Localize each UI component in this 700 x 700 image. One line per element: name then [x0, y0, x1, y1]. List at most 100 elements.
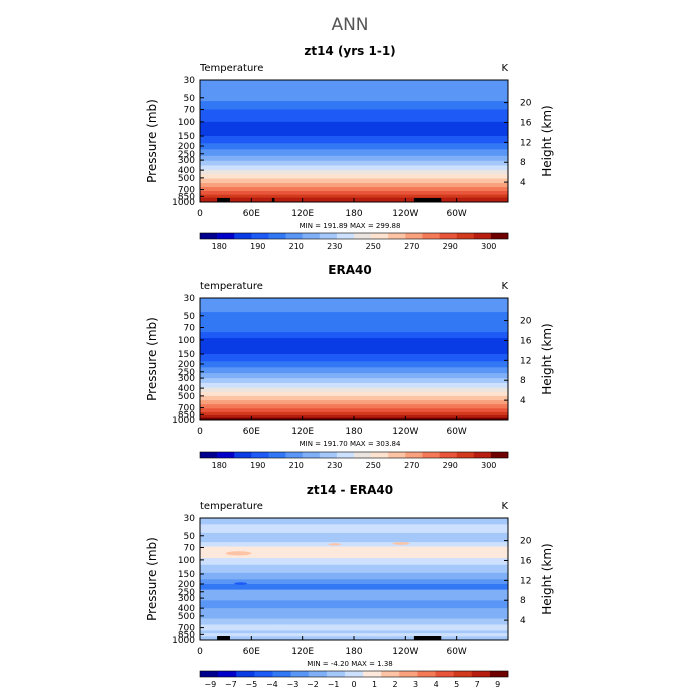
- contour-field: [200, 298, 508, 421]
- colorbar-label: 4: [434, 680, 439, 689]
- colorbar-swatch: [399, 671, 418, 677]
- contour-band: [200, 412, 508, 416]
- contour-anomaly: [264, 628, 295, 631]
- contour-band: [200, 400, 508, 405]
- colorbar-label: 0: [351, 680, 356, 689]
- y-axis-label: Pressure (mb): [145, 537, 159, 621]
- contour-band: [200, 160, 508, 166]
- min-max-stats: MIN = -4.20 MAX = 1.38: [307, 660, 393, 668]
- y-tick-label: 250: [178, 588, 195, 598]
- y-tick-label: 400: [178, 384, 195, 394]
- colorbar-swatch: [388, 452, 406, 458]
- colorbar-swatch: [363, 671, 382, 677]
- colorbar-swatch: [200, 452, 218, 458]
- y-tick-label: 50: [184, 94, 196, 104]
- x-tick-label: 0: [197, 647, 203, 657]
- y2-axis-label: Height (km): [540, 323, 554, 394]
- x-tick-label: 60E: [243, 427, 260, 437]
- contour-band: [200, 135, 508, 144]
- x-tick-label: 120W: [392, 209, 418, 219]
- y-tick-label: 250: [178, 150, 195, 160]
- contour-band: [200, 408, 508, 413]
- y-tick-label: 500: [178, 392, 195, 402]
- x-tick-label: 120E: [291, 209, 314, 219]
- colorbar-swatch: [336, 452, 355, 458]
- contour-band: [200, 564, 508, 574]
- colorbar-swatch: [435, 671, 454, 677]
- colorbar-swatch: [326, 671, 346, 677]
- y-tick-label: 30: [184, 514, 196, 524]
- colorbar-swatch: [490, 452, 509, 458]
- y-tick-label: 700: [178, 624, 195, 634]
- x-tick-label: 60W: [446, 427, 466, 437]
- y2-axis-label: Height (km): [540, 105, 554, 176]
- colorbar-swatch: [251, 452, 269, 458]
- x-tick-label: 120E: [291, 647, 314, 657]
- y-tick-label: 850: [178, 630, 195, 640]
- y-tick-label: 70: [184, 323, 196, 333]
- contour-band: [200, 183, 508, 188]
- contour-band: [200, 324, 508, 333]
- colorbar-swatch: [272, 671, 291, 677]
- colorbar-swatch: [268, 233, 286, 239]
- colorbar-swatch: [439, 452, 457, 458]
- y-tick-label: 50: [184, 532, 196, 542]
- x-tick-label: 60W: [446, 209, 466, 219]
- y2-tick-label: 20: [520, 537, 532, 547]
- y-tick-label: 30: [184, 76, 196, 86]
- colorbar-label: −5: [245, 680, 257, 689]
- colorbar-swatch: [319, 452, 338, 458]
- colorbar-label: 270: [404, 242, 419, 251]
- colorbar-swatch: [234, 452, 252, 458]
- y2-tick-label: 8: [520, 376, 526, 386]
- colorbar-swatch: [200, 233, 218, 239]
- contour-band: [200, 80, 508, 91]
- colorbar-swatch: [302, 452, 321, 458]
- colorbar-swatch: [308, 671, 328, 677]
- colorbar-label: 9: [495, 680, 500, 689]
- colorbar-swatch: [422, 452, 440, 458]
- colorbar-label: 270: [404, 461, 419, 470]
- colorbar-label: 300: [481, 242, 496, 251]
- colorbar-swatch: [217, 452, 235, 458]
- colorbar-swatch: [471, 671, 491, 677]
- colorbar-label: 290: [443, 461, 458, 470]
- colorbar-swatch: [290, 671, 310, 677]
- contour-band: [200, 187, 508, 192]
- y2-tick-label: 16: [520, 118, 532, 128]
- colorbar-frame: [199, 670, 509, 678]
- colorbar-swatch: [268, 452, 286, 458]
- colorbar-swatch: [473, 233, 492, 239]
- y-tick-label: 400: [178, 166, 195, 176]
- contour-band: [200, 373, 508, 379]
- contour-band: [200, 165, 508, 171]
- contour-band: [200, 367, 508, 374]
- y-tick-label: 1000: [172, 636, 195, 646]
- y-tick-label: 1000: [172, 416, 195, 426]
- y-tick-label: 500: [178, 174, 195, 184]
- colorbar: 180 190 210 230 250 270 290 300: [199, 451, 509, 470]
- y-tick-label: 70: [184, 543, 196, 553]
- y2-tick-label: 16: [520, 556, 532, 566]
- contour-band: [200, 391, 508, 397]
- x-tick-label: 120W: [392, 427, 418, 437]
- terrain-mask: [413, 198, 442, 202]
- colorbar-label: −2: [307, 680, 319, 689]
- colorbar-label: −7: [225, 680, 237, 689]
- colorbar-swatch: [473, 452, 492, 458]
- y-tick-label: 200: [178, 580, 195, 590]
- contour-band: [200, 524, 508, 534]
- y-tick-label: 150: [178, 350, 195, 360]
- colorbar-frame: [199, 451, 509, 459]
- colorbar-swatch: [236, 671, 255, 677]
- y-tick-label: 50: [184, 312, 196, 322]
- contour-band: [200, 546, 508, 559]
- panel-title: zt14 - ERA40: [307, 483, 393, 497]
- x-tick-label: 120W: [392, 647, 418, 657]
- y-tick-label: 700: [178, 186, 195, 196]
- terrain-mask: [217, 636, 230, 640]
- contour-band: [200, 584, 508, 591]
- y2-tick-label: 4: [520, 616, 526, 626]
